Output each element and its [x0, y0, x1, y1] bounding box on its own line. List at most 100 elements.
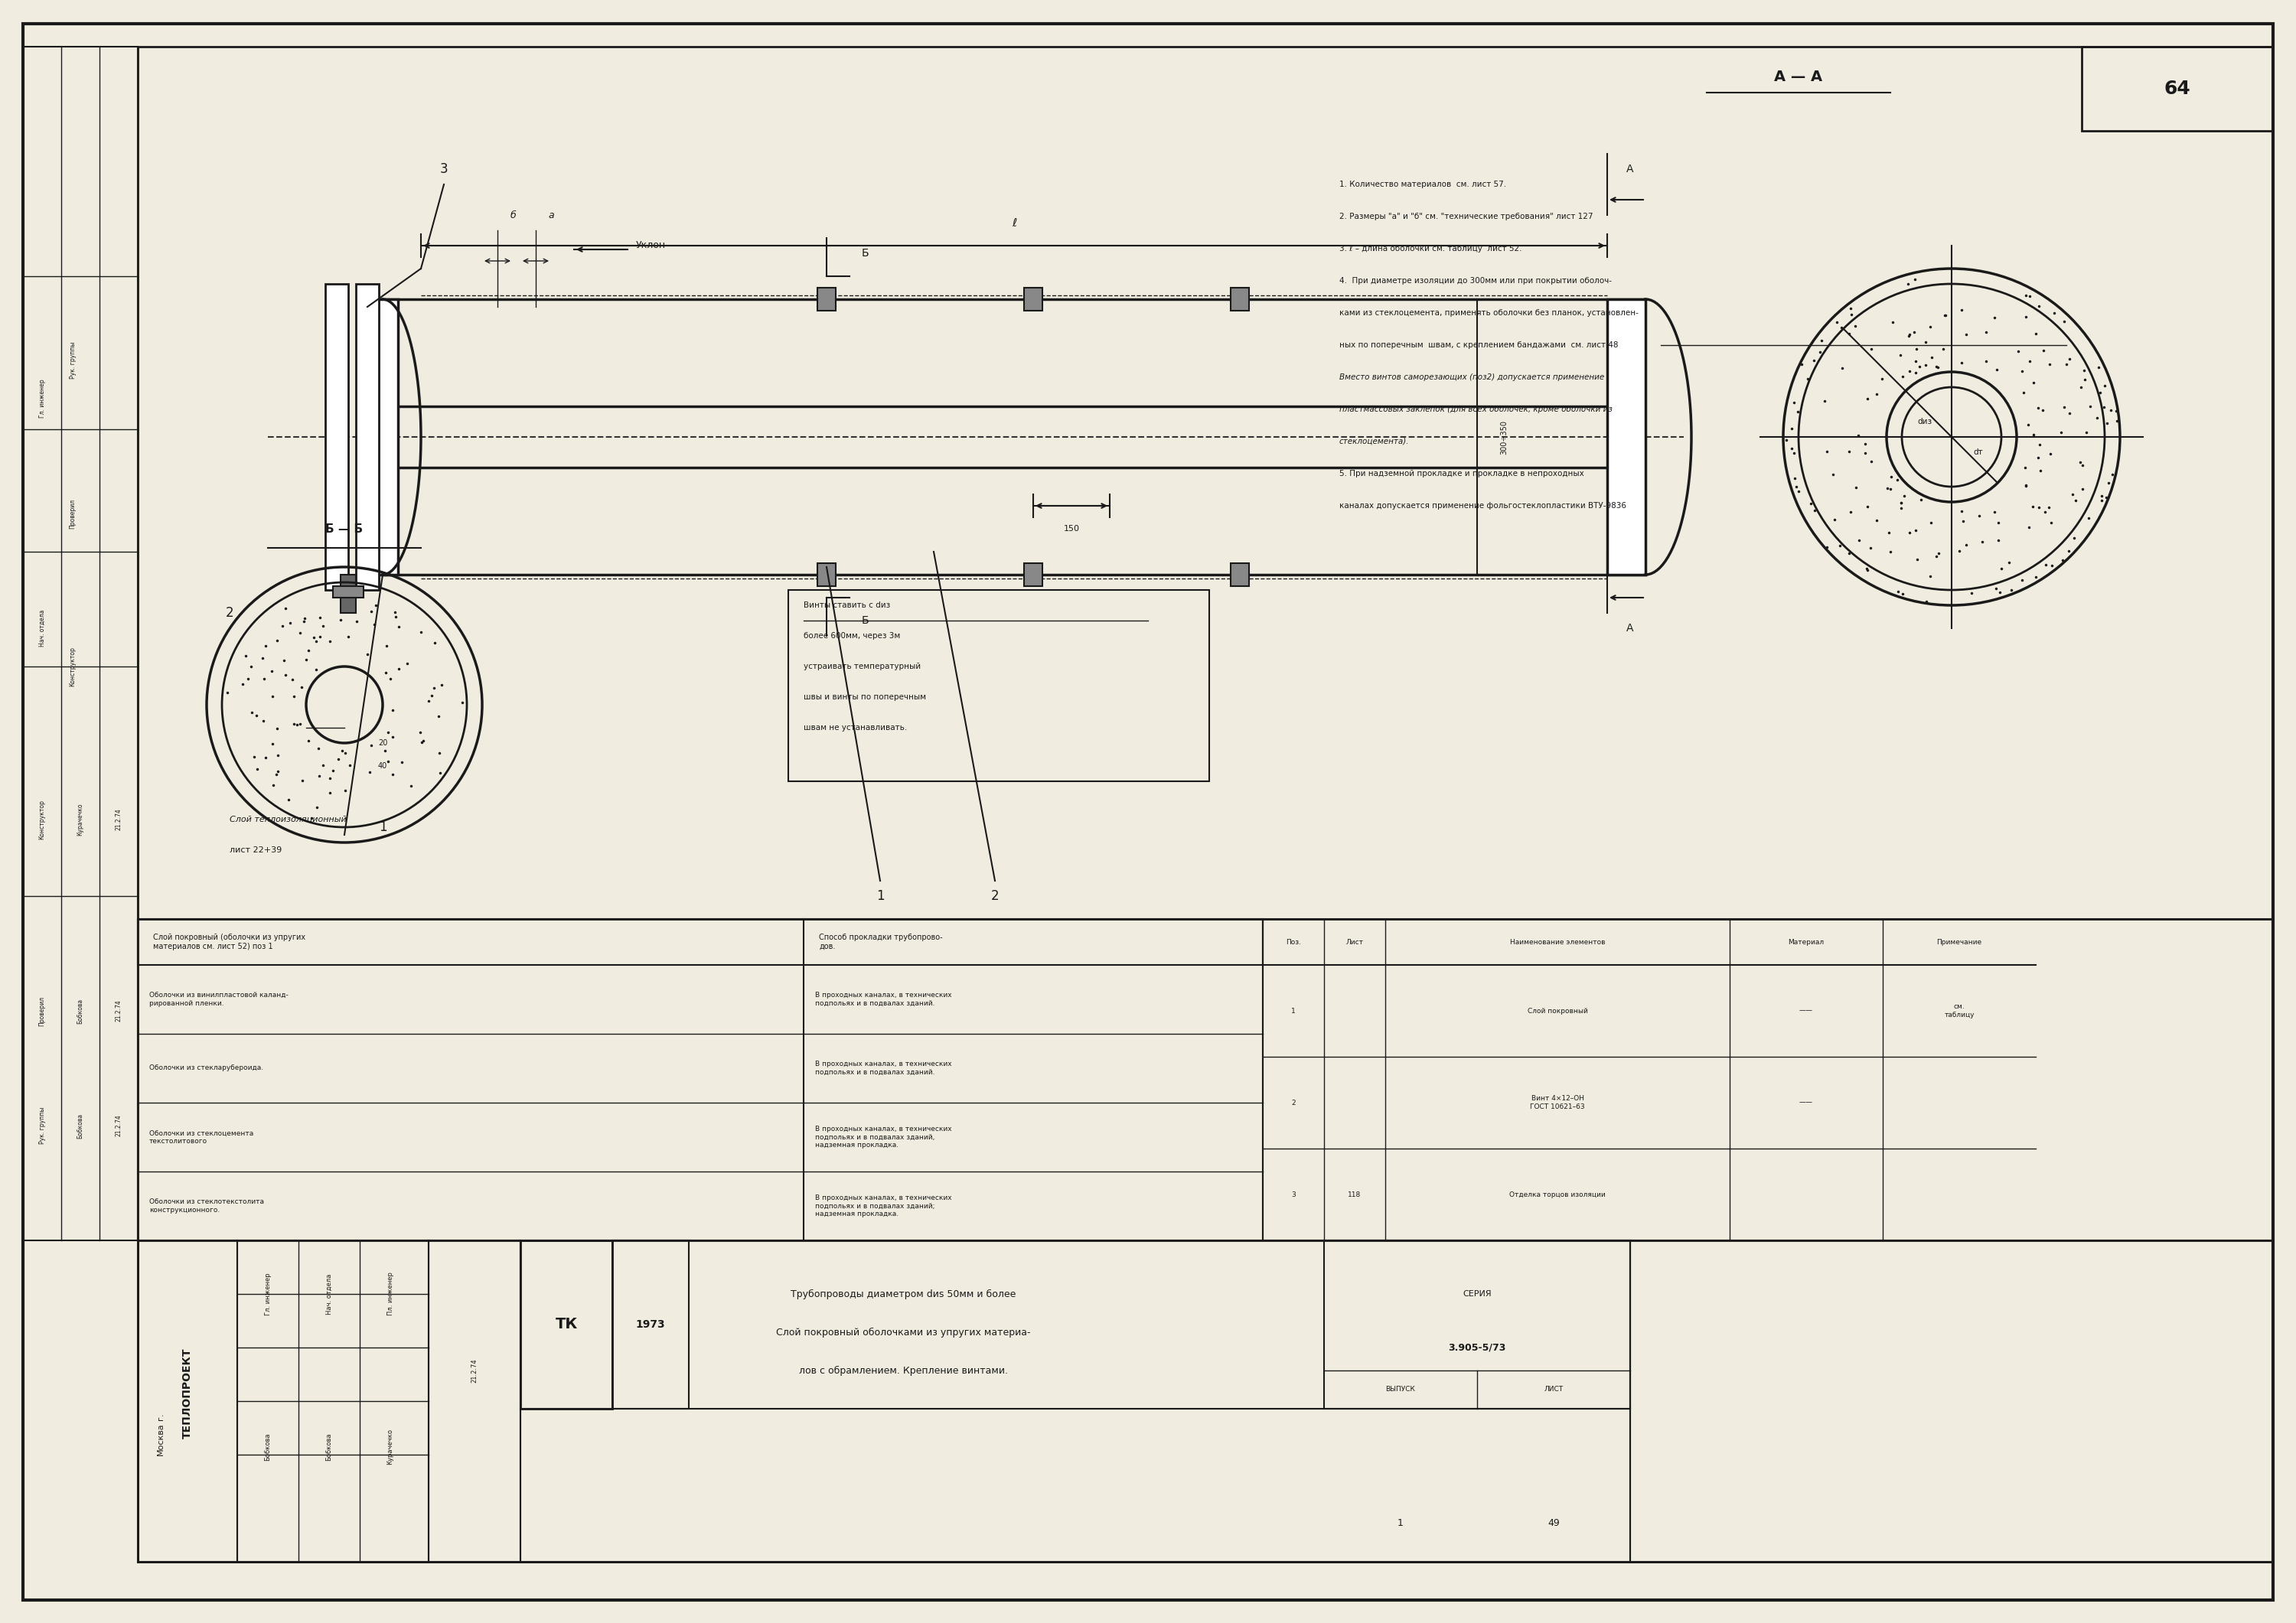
Text: Оболочки из стеклоцемента
текстолитового: Оболочки из стеклоцемента текстолитового	[149, 1130, 253, 1144]
Bar	[1024, 287, 1042, 310]
Text: а: а	[549, 209, 553, 221]
Bar	[817, 563, 836, 586]
Text: 20: 20	[379, 738, 388, 747]
Text: 1. Количество материалов  см. лист 57.: 1. Количество материалов см. лист 57.	[1339, 180, 1506, 188]
Text: Рук. группы: Рук. группы	[39, 1107, 46, 1144]
Text: Слой теплоизоляционный: Слой теплоизоляционный	[230, 816, 347, 823]
Text: Вместо винтов саморезающих (поз2) допускается применение: Вместо винтов саморезающих (поз2) допуск…	[1339, 373, 1605, 381]
Text: ных по поперечным  швам, с креплением бандажами  см. лист 48: ных по поперечным швам, с креплением бан…	[1339, 341, 1619, 349]
Bar	[367, 299, 397, 575]
Text: 1973: 1973	[636, 1319, 666, 1329]
Text: Слой покровный (оболочки из упругих
материалов см. лист 52) поз 1: Слой покровный (оболочки из упругих мате…	[154, 933, 305, 949]
Bar	[1263, 919, 2273, 1240]
Text: каналах допускается применение фольгостеклопластики ВТУ-9836: каналах допускается применение фольгосте…	[1339, 502, 1626, 510]
Bar	[356, 284, 379, 591]
Text: 2. Размеры "а" и "б" см. "технические требования" лист 127: 2. Размеры "а" и "б" см. "технические тр…	[1339, 213, 1593, 221]
Text: 118: 118	[1348, 1191, 1362, 1198]
Text: 49: 49	[1548, 1519, 1559, 1529]
Bar	[236, 1240, 429, 1561]
Text: Бобкова: Бобкова	[264, 1433, 271, 1461]
Text: В проходных каналах, в технических
подпольях и в подвалах зданий.: В проходных каналах, в технических подпо…	[815, 992, 953, 1006]
Bar	[1231, 563, 1249, 586]
Text: 4.  При диаметре изоляции до 300мм или при покрытии оболоч-: 4. При диаметре изоляции до 300мм или пр…	[1339, 278, 1612, 284]
Text: В проходных каналах, в технических
подпольях и в подвалах зданий;
надземная прок: В проходных каналах, в технических подпо…	[815, 1195, 953, 1217]
Text: 64: 64	[2165, 80, 2190, 97]
Bar	[1607, 299, 1646, 575]
Text: Уклон: Уклон	[636, 240, 666, 250]
Text: А: А	[1626, 164, 1635, 174]
Text: Поз.: Поз.	[1286, 938, 1302, 946]
Text: Трубопроводы диаметром dиs 50мм и более: Трубопроводы диаметром dиs 50мм и более	[790, 1289, 1015, 1298]
Bar	[1024, 563, 1042, 586]
Text: ЛИСТ: ЛИСТ	[1543, 1386, 1564, 1393]
Text: Проверил: Проверил	[39, 997, 46, 1026]
Text: Пл. инженер: Пл. инженер	[388, 1272, 395, 1316]
Text: пластмассовых заклепок (для всех оболочек, кроме оболочки из: пластмассовых заклепок (для всех оболоче…	[1339, 406, 1612, 414]
Text: Слой покровный: Слой покровный	[1527, 1008, 1587, 1014]
Text: 21.2.74: 21.2.74	[115, 1115, 122, 1136]
Bar	[2082, 47, 2273, 131]
Text: лов с обрамлением. Крепление винтами.: лов с обрамлением. Крепление винтами.	[799, 1365, 1008, 1375]
Text: В проходных каналах, в технических
подпольях и в подвалах зданий.: В проходных каналах, в технических подпо…	[815, 1061, 953, 1076]
Bar	[340, 575, 356, 613]
Bar	[429, 1240, 521, 1561]
Text: Оболочки из винилпластовой каланд-
рированной пленки.: Оболочки из винилпластовой каланд- риров…	[149, 992, 289, 1006]
Bar	[1630, 1240, 2273, 1561]
Text: 1: 1	[877, 889, 884, 902]
Text: В проходных каналах, в технических
подпольях и в подвалах зданий,
надземная прок: В проходных каналах, в технических подпо…	[815, 1126, 953, 1149]
Bar	[1231, 287, 1249, 310]
Text: Слой покровный оболочками из упругих материа-: Слой покровный оболочками из упругих мат…	[776, 1328, 1031, 1337]
Text: 300÷350: 300÷350	[1499, 420, 1508, 454]
Text: dт: dт	[1975, 448, 1984, 456]
Text: г.: г.	[156, 1412, 165, 1420]
Text: Бобкова: Бобкова	[78, 1113, 85, 1138]
Text: швам не устанавливать.: швам не устанавливать.	[804, 724, 907, 732]
Text: Москва: Москва	[156, 1423, 165, 1456]
Text: Курачечко: Курачечко	[78, 803, 85, 836]
Text: Б — Б: Б — Б	[326, 523, 363, 534]
Text: 3.905-5/73: 3.905-5/73	[1449, 1342, 1506, 1352]
Text: б: б	[510, 209, 517, 221]
Text: ками из стеклоцемента, применять оболочки без планок, установлен-: ками из стеклоцемента, применять оболочк…	[1339, 308, 1639, 316]
Text: Оболочки из стеклотекстолита
конструкционного.: Оболочки из стеклотекстолита конструкцио…	[149, 1198, 264, 1214]
Bar	[138, 919, 1263, 1240]
Text: 1: 1	[1398, 1519, 1403, 1529]
Text: Б: Б	[861, 248, 868, 258]
Bar	[138, 919, 1263, 966]
Text: 21.2.74: 21.2.74	[471, 1358, 478, 1383]
Bar	[788, 591, 1210, 781]
Text: Б: Б	[861, 615, 868, 626]
Text: СЕРИЯ: СЕРИЯ	[1463, 1290, 1492, 1298]
Bar	[326, 284, 349, 591]
Text: ——: ——	[1800, 1099, 1814, 1107]
Text: 2: 2	[1290, 1099, 1295, 1107]
Bar	[333, 586, 363, 597]
Text: 21.2.74: 21.2.74	[115, 808, 122, 831]
Text: 1: 1	[1290, 1008, 1295, 1014]
Text: Проверил: Проверил	[69, 498, 76, 529]
Text: Отделка торцов изоляции: Отделка торцов изоляции	[1508, 1191, 1605, 1198]
Text: Лист: Лист	[1345, 938, 1364, 946]
Text: Наименование элементов: Наименование элементов	[1511, 938, 1605, 946]
Text: Гл. инженер: Гл. инженер	[39, 380, 46, 419]
Text: Бобкова: Бобкова	[326, 1433, 333, 1461]
Text: ——: ——	[1800, 1008, 1814, 1014]
Text: Винты ставить с dиз: Винты ставить с dиз	[804, 602, 891, 609]
Text: Способ прокладки трубопрово-
дов.: Способ прокладки трубопрово- дов.	[820, 933, 944, 949]
Text: Нач. отдела: Нач. отдела	[39, 610, 46, 646]
Text: 3: 3	[441, 162, 448, 175]
Text: 3: 3	[1290, 1191, 1295, 1198]
Text: 1: 1	[379, 820, 386, 834]
Bar	[613, 1240, 689, 1409]
Text: Рук. группы: Рук. группы	[69, 342, 76, 378]
Text: А — А: А — А	[1775, 70, 1823, 84]
Text: ℓ: ℓ	[1013, 217, 1017, 229]
Text: Материал: Материал	[1789, 938, 1825, 946]
Text: Бобкова: Бобкова	[78, 998, 85, 1024]
Bar	[521, 1240, 1630, 1561]
Text: Оболочки из стекларубероида.: Оболочки из стекларубероида.	[149, 1065, 264, 1071]
Text: см.
таблицу: см. таблицу	[1945, 1003, 1975, 1018]
Bar	[1325, 1240, 1630, 1409]
Bar	[23, 47, 138, 1240]
Text: Конструктор: Конструктор	[39, 800, 46, 839]
